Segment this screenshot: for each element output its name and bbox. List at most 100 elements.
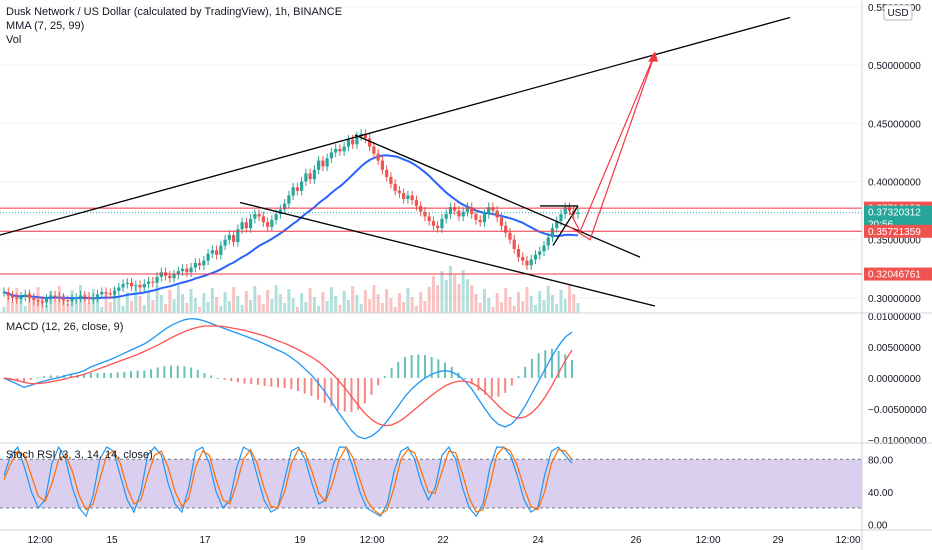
- candle-body: [36, 300, 40, 302]
- candle-body: [508, 232, 512, 240]
- stoch-band-fill: [0, 459, 862, 509]
- candle-body: [66, 300, 70, 302]
- macd-histogram-bar: [430, 356, 433, 378]
- volume-bar: [236, 296, 240, 313]
- volume-bar: [304, 302, 308, 313]
- macd-histogram-bar: [571, 360, 573, 378]
- macd-histogram-bar: [96, 373, 99, 378]
- volume-bar: [525, 287, 529, 313]
- macd-histogram-bar: [297, 378, 300, 391]
- macd-histogram-bar: [36, 377, 39, 379]
- volume-bar: [329, 287, 333, 313]
- macd-histogram-bar: [223, 378, 226, 380]
- volume-bar: [487, 298, 491, 313]
- candle-body: [278, 209, 282, 215]
- candle-body: [317, 160, 321, 170]
- macd-histogram-bar: [136, 370, 139, 378]
- candle-body: [155, 276, 159, 283]
- candle-body: [563, 207, 567, 215]
- candle-body: [202, 260, 206, 266]
- macd-histogram-bar: [410, 355, 413, 378]
- volume-bar: [474, 294, 478, 313]
- macd-histogram-bar: [276, 378, 279, 388]
- macd-histogram-bar: [83, 374, 86, 378]
- macd-histogram-bar: [524, 366, 527, 378]
- volume-bar: [202, 293, 206, 313]
- candle-body: [559, 214, 563, 222]
- volume-bar: [563, 299, 567, 313]
- price-tick-label: 0.35000000: [868, 236, 921, 247]
- volume-bar: [32, 301, 36, 313]
- macd-histogram-bar: [377, 378, 380, 386]
- macd-histogram-bar: [537, 353, 540, 378]
- volume-bar: [495, 293, 499, 313]
- volume-bar: [283, 303, 287, 313]
- stoch-tick-label: 80.00: [868, 455, 893, 466]
- candle-body: [538, 251, 542, 255]
- candle-body: [444, 214, 448, 219]
- volume-bar: [287, 289, 291, 313]
- candle-body: [23, 294, 27, 297]
- price-tag-label: 0.37320312: [868, 208, 921, 219]
- candle-body: [491, 207, 495, 211]
- volume-bar: [516, 292, 520, 313]
- macd-histogram-bar: [210, 375, 213, 378]
- candle-body: [495, 210, 499, 218]
- macd-histogram-bar: [490, 378, 493, 398]
- time-tick-label: 12:00: [695, 535, 720, 546]
- macd-histogram-bar: [23, 378, 26, 383]
- volume-bar: [185, 303, 189, 313]
- macd-histogram-bar: [550, 348, 553, 378]
- macd-histogram-bar: [243, 378, 246, 384]
- macd-tick-label: −0.01000000: [868, 436, 927, 447]
- volume-bar: [117, 297, 121, 313]
- candle-body: [19, 296, 23, 300]
- candle-body: [368, 138, 372, 147]
- volume-bar: [406, 288, 410, 313]
- volume-bar: [414, 306, 418, 313]
- macd-histogram-bar: [323, 378, 326, 403]
- volume-bar: [321, 292, 325, 313]
- candle-body: [240, 222, 244, 230]
- candle-body: [380, 160, 385, 170]
- currency-badge[interactable]: [883, 4, 913, 21]
- wedge-upper-line: [354, 134, 641, 258]
- time-tick-label: 29: [772, 535, 784, 546]
- candle-body: [32, 297, 36, 301]
- candle-body: [249, 218, 253, 229]
- macd-histogram-bar: [310, 378, 313, 396]
- volume-bar: [508, 297, 512, 313]
- candle-body: [576, 212, 580, 215]
- macd-histogram-bar: [350, 378, 353, 413]
- volume-bar: [346, 300, 350, 313]
- candle-body: [176, 271, 180, 275]
- horizontal-levels: [0, 207, 862, 275]
- candle-body: [321, 160, 325, 167]
- candle-body: [6, 292, 10, 296]
- candle-body: [342, 146, 346, 152]
- candle-body: [499, 217, 504, 226]
- chart-title: Dusk Network / US Dollar (calculated by …: [6, 6, 342, 18]
- candle-body: [253, 214, 257, 219]
- candle-body: [474, 214, 478, 220]
- stoch-d-line: [3, 445, 573, 516]
- candle-body: [189, 267, 193, 273]
- candle-body: [210, 250, 214, 254]
- macd-line: [3, 317, 573, 440]
- candle-body: [385, 169, 389, 177]
- triangle-side: [552, 205, 579, 246]
- candle-body: [440, 218, 444, 229]
- candle-body: [397, 190, 402, 194]
- volume-bar: [266, 290, 270, 313]
- volume-bar: [176, 285, 180, 313]
- candle-body: [550, 228, 555, 238]
- candle-body: [300, 181, 304, 191]
- candle-body: [44, 299, 49, 303]
- candle-body: [57, 296, 61, 298]
- macd-histogram-bar: [250, 378, 253, 385]
- stoch-k-line: [3, 445, 573, 518]
- candle-body: [70, 299, 74, 302]
- volume-bar: [232, 287, 236, 313]
- time-tick-label: 26: [630, 535, 642, 546]
- volume-bar: [576, 303, 580, 313]
